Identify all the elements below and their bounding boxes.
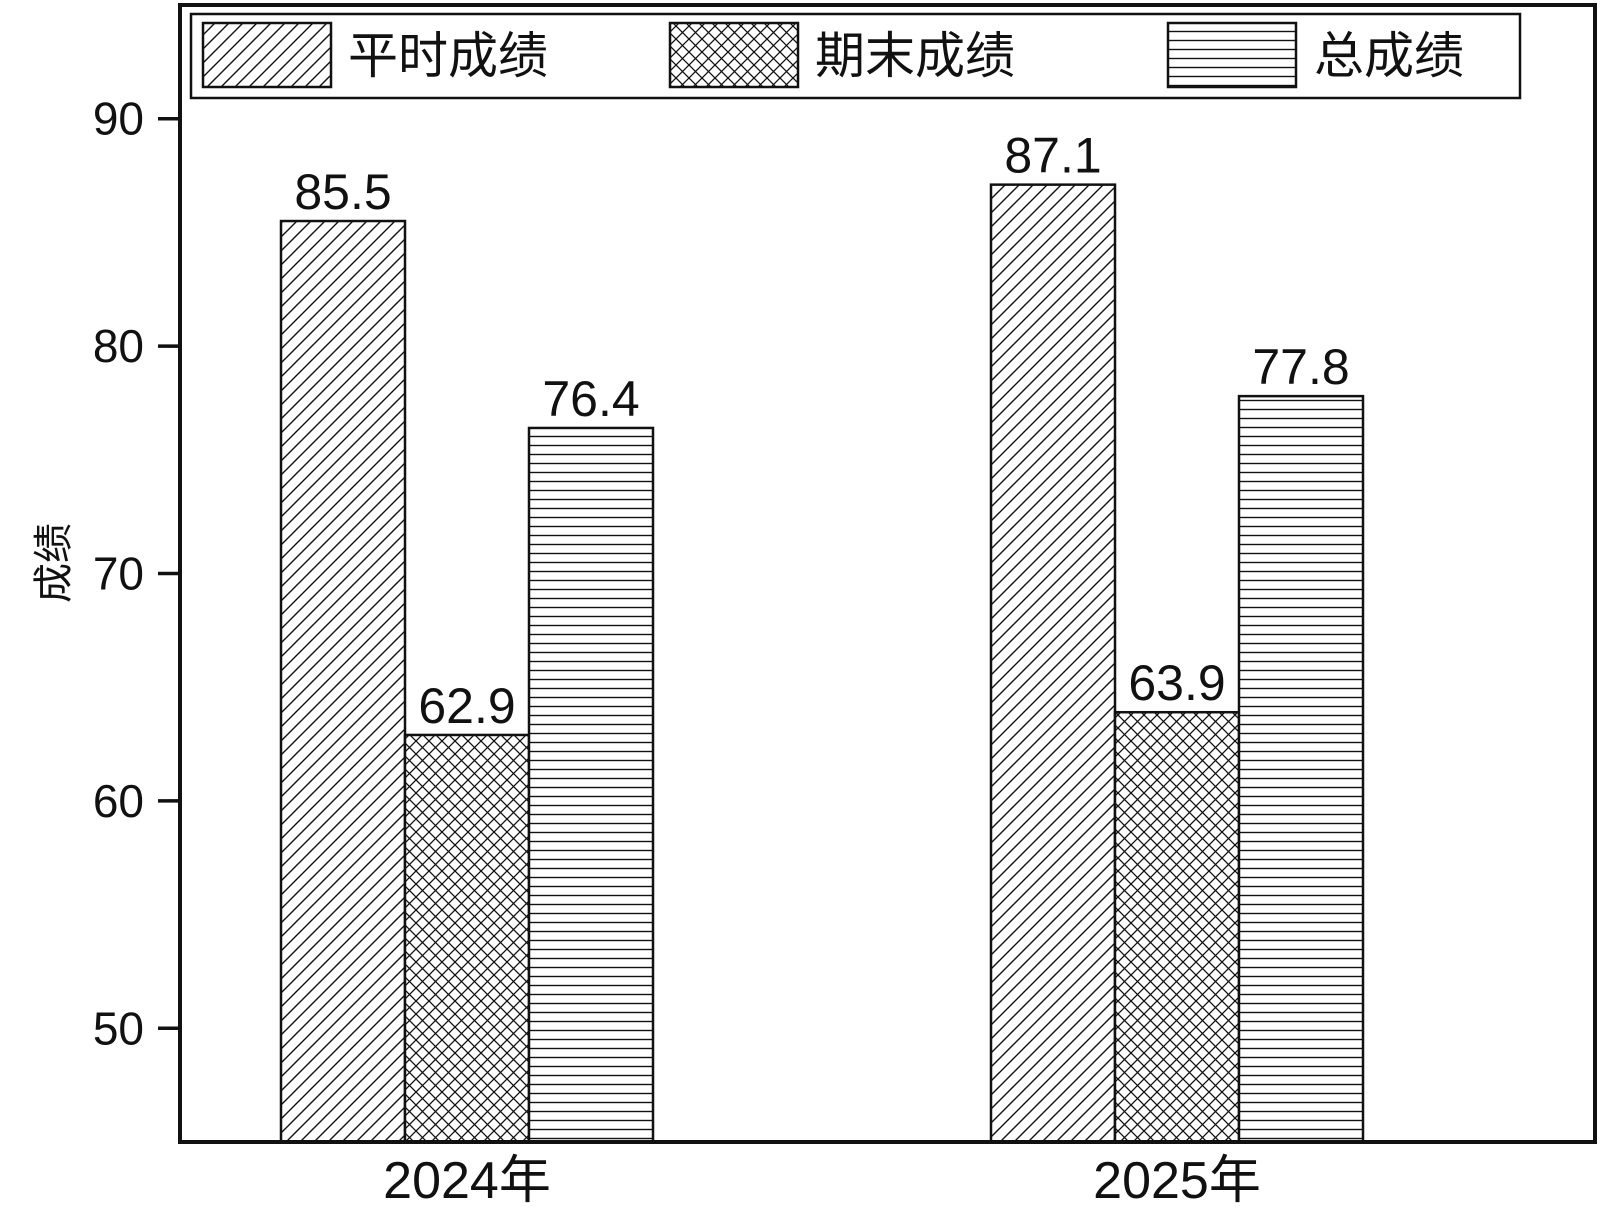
y-tick-label: 60: [93, 775, 144, 827]
data-label-diagonal-1: 87.1: [1004, 128, 1101, 184]
y-axis-label: 成绩: [31, 523, 77, 603]
y-tick-label: 90: [93, 93, 144, 145]
y-tick-label: 50: [93, 1002, 144, 1054]
legend-box: [189, 12, 1522, 100]
data-label-horizontal-1: 77.8: [1252, 339, 1349, 395]
legend-label-horizontal: 总成绩: [1314, 27, 1464, 85]
bar-crosshatch-1: [1113, 710, 1241, 1144]
data-label-horizontal-0: 76.4: [542, 371, 639, 427]
data-label-crosshatch-1: 63.9: [1128, 655, 1225, 711]
bars: 85.5 62.9 76.4 87.1 63.9 77.8: [279, 128, 1365, 1144]
legend-label-crosshatch: 期末成绩: [815, 27, 1015, 85]
x-tick-label: 2025年: [1093, 1152, 1261, 1210]
bar-diagonal-1: [989, 183, 1117, 1144]
y-tick-label: 80: [93, 320, 144, 372]
bar-crosshatch-0: [403, 733, 531, 1144]
bar-diagonal-0: [279, 219, 407, 1144]
bar-horizontal-1: [1237, 394, 1365, 1144]
data-label-crosshatch-0: 62.9: [418, 678, 515, 734]
axes: 50 60 70 80 90 2024年 2025年: [93, 3, 1597, 1210]
legend-swatch-diagonal: [201, 21, 333, 89]
legend-swatch-horizontal: [1166, 21, 1298, 89]
y-tick-label: 70: [93, 548, 144, 600]
x-tick-label: 2024年: [383, 1152, 551, 1210]
bar-horizontal-0: [527, 426, 655, 1144]
legend-swatch-crosshatch: [668, 21, 800, 89]
legend: 平时成绩 期末成绩 总成绩: [189, 12, 1522, 100]
legend-label-diagonal: 平时成绩: [348, 27, 548, 85]
data-label-diagonal-0: 85.5: [294, 164, 391, 220]
